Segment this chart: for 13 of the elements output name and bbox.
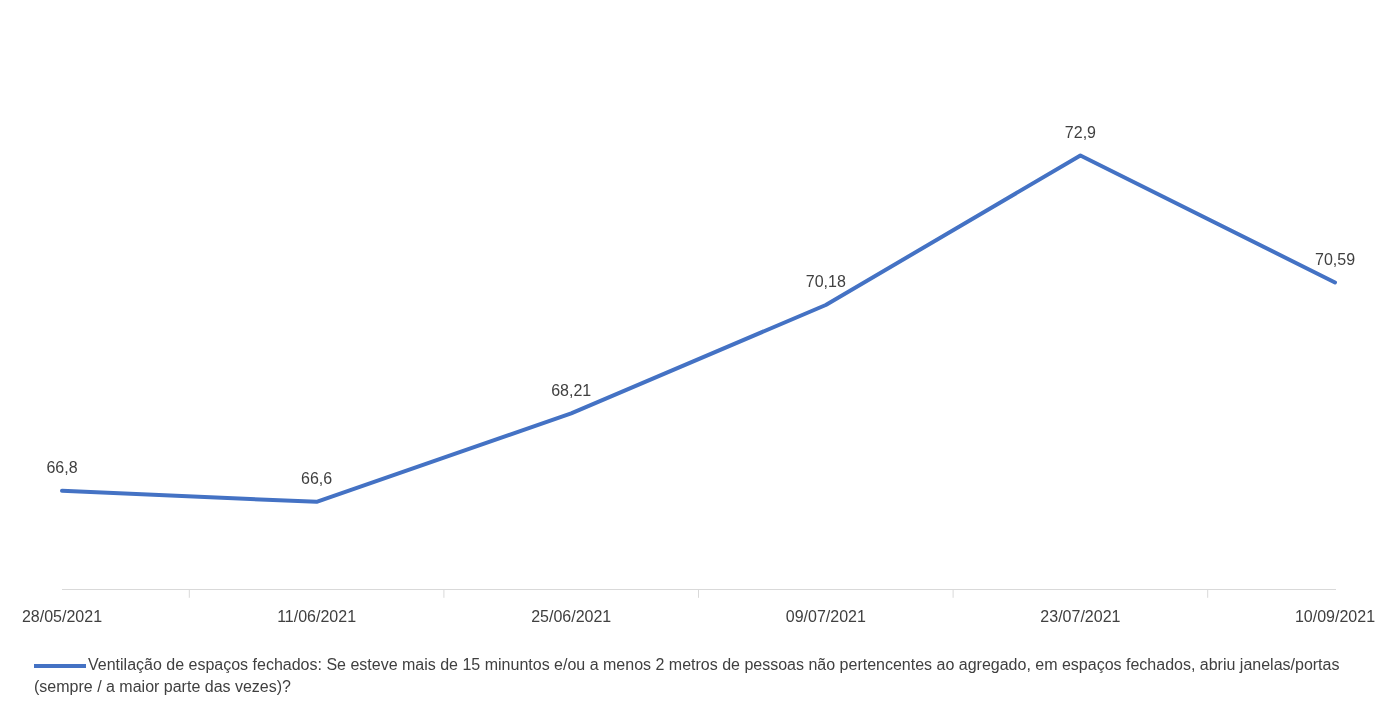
x-tick-label: 10/09/2021 [1294, 607, 1376, 625]
data-label: 72,9 [1064, 123, 1097, 141]
data-label: 68,21 [551, 381, 592, 399]
x-tick-label: 25/06/2021 [531, 607, 612, 625]
data-label: 66,6 [301, 470, 333, 488]
x-tick-label: 28/05/2021 [21, 607, 103, 625]
data-label: 70,59 [1314, 250, 1356, 268]
data-label: 70,18 [805, 273, 846, 291]
x-tick-label: 09/07/2021 [785, 607, 866, 625]
x-tick-label: 11/06/2021 [277, 607, 357, 625]
legend-label: Ventilação de espaços fechados: Se esteve mais de 15 minuntos e/ou a menos 2 metros de pessoas não pertencentes ao agregado, em espaços fechados, abriu janelas/portas (sempre / a maior parte das vezes)? [34, 656, 1340, 695]
data-label: 66,8 [46, 459, 78, 477]
x-tick-label: 23/07/2021 [1040, 607, 1121, 625]
